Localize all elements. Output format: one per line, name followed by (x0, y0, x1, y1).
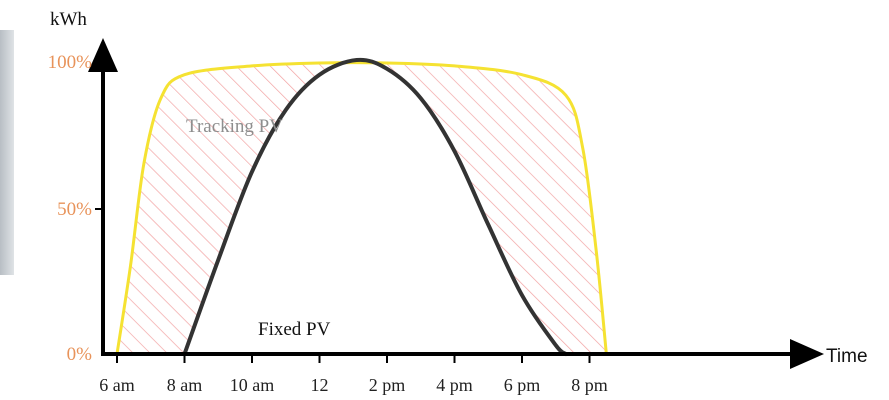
y-axis-title: kWh (50, 9, 87, 30)
x-tick-label: 6 pm (504, 375, 541, 395)
y-axis-arrow (88, 38, 118, 72)
y-tick-label: 100% (48, 52, 93, 73)
x-tick-label: 8 pm (571, 375, 608, 395)
y-tick-label: 50% (57, 199, 92, 220)
x-tick-label: 10 am (230, 375, 275, 395)
series-label-tracking: Tracking PV (186, 116, 283, 137)
x-tick-label: 6 am (99, 375, 135, 395)
x-tick-label: 8 am (167, 375, 203, 395)
x-tick-label: 12 (311, 375, 329, 395)
y-tick-label: 0% (67, 344, 93, 365)
x-tick-label: 2 pm (369, 375, 406, 395)
x-tick-label: 4 pm (436, 375, 473, 395)
series-label-fixed: Fixed PV (258, 319, 331, 340)
x-axis-arrow (790, 339, 824, 369)
x-axis-title: Time (826, 346, 868, 367)
